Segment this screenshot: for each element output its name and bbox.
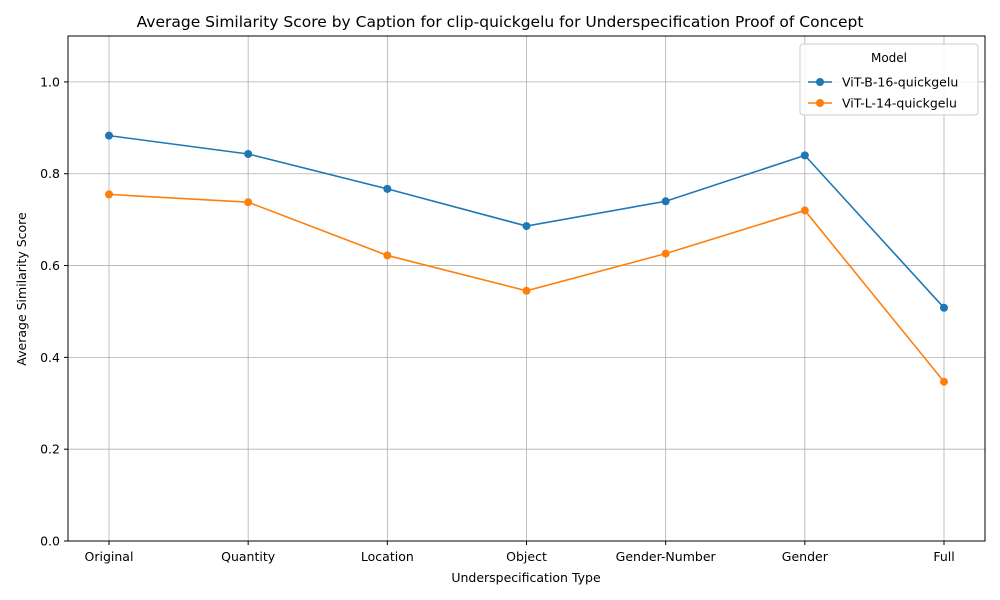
series-2-point [244, 198, 253, 207]
y-axis-ticks: 0.0 0.2 0.4 0.6 0.8 1.0 [40, 74, 68, 549]
legend-marker-2 [816, 99, 824, 107]
series-2-point [522, 286, 531, 295]
series-1-point [383, 184, 392, 193]
legend-label-2: ViT-L-14-quickgelu [842, 96, 957, 111]
series-2-point [800, 206, 809, 215]
x-tick-label: Object [506, 549, 547, 564]
chart-title: Average Similarity Score by Caption for … [137, 13, 864, 31]
legend-items: ViT-B-16-quickgelu ViT-L-14-quickgelu [808, 75, 958, 111]
x-tick-label: Gender [782, 549, 829, 564]
legend-label-1: ViT-B-16-quickgelu [842, 75, 958, 90]
series-2-point [383, 251, 392, 260]
series-2-point [661, 249, 670, 258]
legend-box [799, 43, 979, 116]
x-tick-label: Original [85, 549, 134, 564]
legend-marker-1 [816, 78, 824, 86]
series-2-point [940, 377, 948, 386]
x-tick-label: Quantity [221, 549, 276, 564]
y-tick-label: 0.0 [40, 534, 60, 549]
y-tick-label: 0.8 [40, 166, 60, 181]
y-axis-label: Average Similarity Score [14, 212, 29, 366]
series-1-point [800, 151, 809, 160]
legend-title: Model [871, 51, 907, 65]
y-tick-label: 0.4 [40, 350, 60, 365]
y-tick-label: 1.0 [40, 74, 60, 89]
series-layer [105, 131, 948, 386]
x-tick-label: Full [933, 549, 954, 564]
x-axis-label: Underspecification Type [451, 570, 601, 585]
series-2-point [105, 190, 113, 199]
x-tick-label: Gender-Number [616, 549, 717, 564]
series-1-point [940, 303, 948, 312]
y-tick-label: 0.2 [40, 442, 60, 457]
series-1-point [522, 222, 531, 231]
x-axis-ticks: Original Quantity Location Object Gender-Num… [85, 541, 955, 564]
x-tick-label: Location [361, 549, 414, 564]
legend: Model ViT-B-16-quickgelu ViT-L-14-quickge… [799, 43, 979, 116]
series-1-point [105, 131, 113, 140]
series-1-point [244, 149, 253, 158]
series-1-point [661, 197, 670, 206]
y-tick-label: 0.6 [40, 258, 60, 273]
